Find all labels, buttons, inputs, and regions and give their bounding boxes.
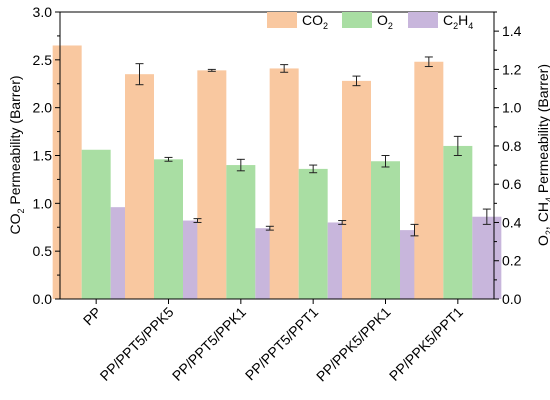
right-axis-title-part1: O bbox=[535, 235, 550, 246]
left-tick-label-1: 0.5 bbox=[33, 243, 53, 259]
bar-co2-0 bbox=[52, 45, 82, 299]
left-axis-title-sub: 2 bbox=[16, 209, 26, 214]
legend-swatch-co2 bbox=[267, 12, 297, 28]
right-axis-title: O2, CH4 Permeability (Barrer) bbox=[535, 64, 550, 246]
left-tick-label-2: 1.0 bbox=[33, 195, 53, 211]
left-axis-title: CO2 Permeability (Barrer) bbox=[7, 75, 26, 234]
right-tick-label-2: 0.4 bbox=[502, 214, 522, 230]
category-label-3: PP/PPT5/PPT1 bbox=[242, 304, 322, 384]
left-axis-title-part1: CO bbox=[7, 213, 23, 234]
category-axis: PPPP/PPT5/PPK5PP/PPT5/PPK1PP/PPT5/PPT1PP… bbox=[80, 299, 466, 384]
bar-o2-1 bbox=[154, 159, 183, 299]
right-tick-label-6: 1.2 bbox=[502, 61, 522, 77]
right-axis-title-sub2: 4 bbox=[544, 197, 550, 202]
right-axis-title-part2: , CH bbox=[535, 202, 550, 230]
category-label-4: PP/PPK5/PPK1 bbox=[313, 304, 394, 385]
right-axis: 0.0 0.2 0.4 0.6 0.8 1.0 1.2 1.4 bbox=[494, 11, 522, 307]
right-tick-label-0: 0.0 bbox=[502, 291, 522, 307]
left-tick-label-0: 0.0 bbox=[33, 291, 53, 307]
bar-o2-5 bbox=[443, 145, 473, 299]
bar-co2-4 bbox=[342, 80, 371, 299]
right-tick-label-7: 1.4 bbox=[502, 23, 522, 39]
left-axis: 0.0 0.5 1.0 1.5 2.0 2.5 3.0 bbox=[33, 4, 60, 307]
bar-o2-0 bbox=[81, 149, 111, 299]
category-label-1: PP/PPT5/PPK5 bbox=[97, 304, 177, 384]
legend-swatch-o2 bbox=[342, 12, 372, 28]
right-tick-label-5: 1.0 bbox=[502, 100, 522, 116]
right-axis-title-sub1: 2 bbox=[544, 230, 550, 235]
legend-label-c2h4: C2H4 bbox=[443, 12, 473, 31]
left-axis-title-part2: Permeability (Barrer) bbox=[7, 75, 23, 208]
category-label-0: PP bbox=[80, 304, 105, 329]
right-tick-label-3: 0.6 bbox=[502, 176, 522, 192]
bar-o2-2 bbox=[226, 165, 256, 299]
bar-co2-3 bbox=[269, 68, 299, 300]
right-tick-label-4: 0.8 bbox=[502, 138, 522, 154]
left-tick-label-4: 2.0 bbox=[33, 100, 53, 116]
right-tick-label-1: 0.2 bbox=[502, 253, 522, 269]
bars-layer bbox=[52, 45, 502, 300]
left-tick-label-5: 2.5 bbox=[33, 52, 53, 68]
legend: CO2 O2 C2H4 bbox=[267, 12, 473, 31]
legend-label-o2: O2 bbox=[377, 12, 393, 31]
left-tick-label-3: 1.5 bbox=[33, 148, 53, 164]
bar-c2h4-5 bbox=[472, 216, 502, 299]
right-axis-title-part3: Permeability (Barrer) bbox=[535, 64, 550, 197]
left-tick-label-6: 3.0 bbox=[33, 4, 53, 20]
bar-o2-4 bbox=[371, 161, 400, 299]
legend-label-co2: CO2 bbox=[302, 12, 328, 31]
category-label-2: PP/PPT5/PPK1 bbox=[169, 304, 249, 384]
bar-o2-3 bbox=[298, 168, 328, 299]
bar-co2-5 bbox=[414, 61, 444, 299]
category-label-5: PP/PPK5/PPT1 bbox=[386, 304, 466, 384]
error-bars-layer bbox=[135, 56, 491, 237]
bar-co2-2 bbox=[197, 70, 227, 300]
bar-co2-1 bbox=[125, 74, 154, 299]
legend-swatch-c2h4 bbox=[408, 12, 438, 28]
